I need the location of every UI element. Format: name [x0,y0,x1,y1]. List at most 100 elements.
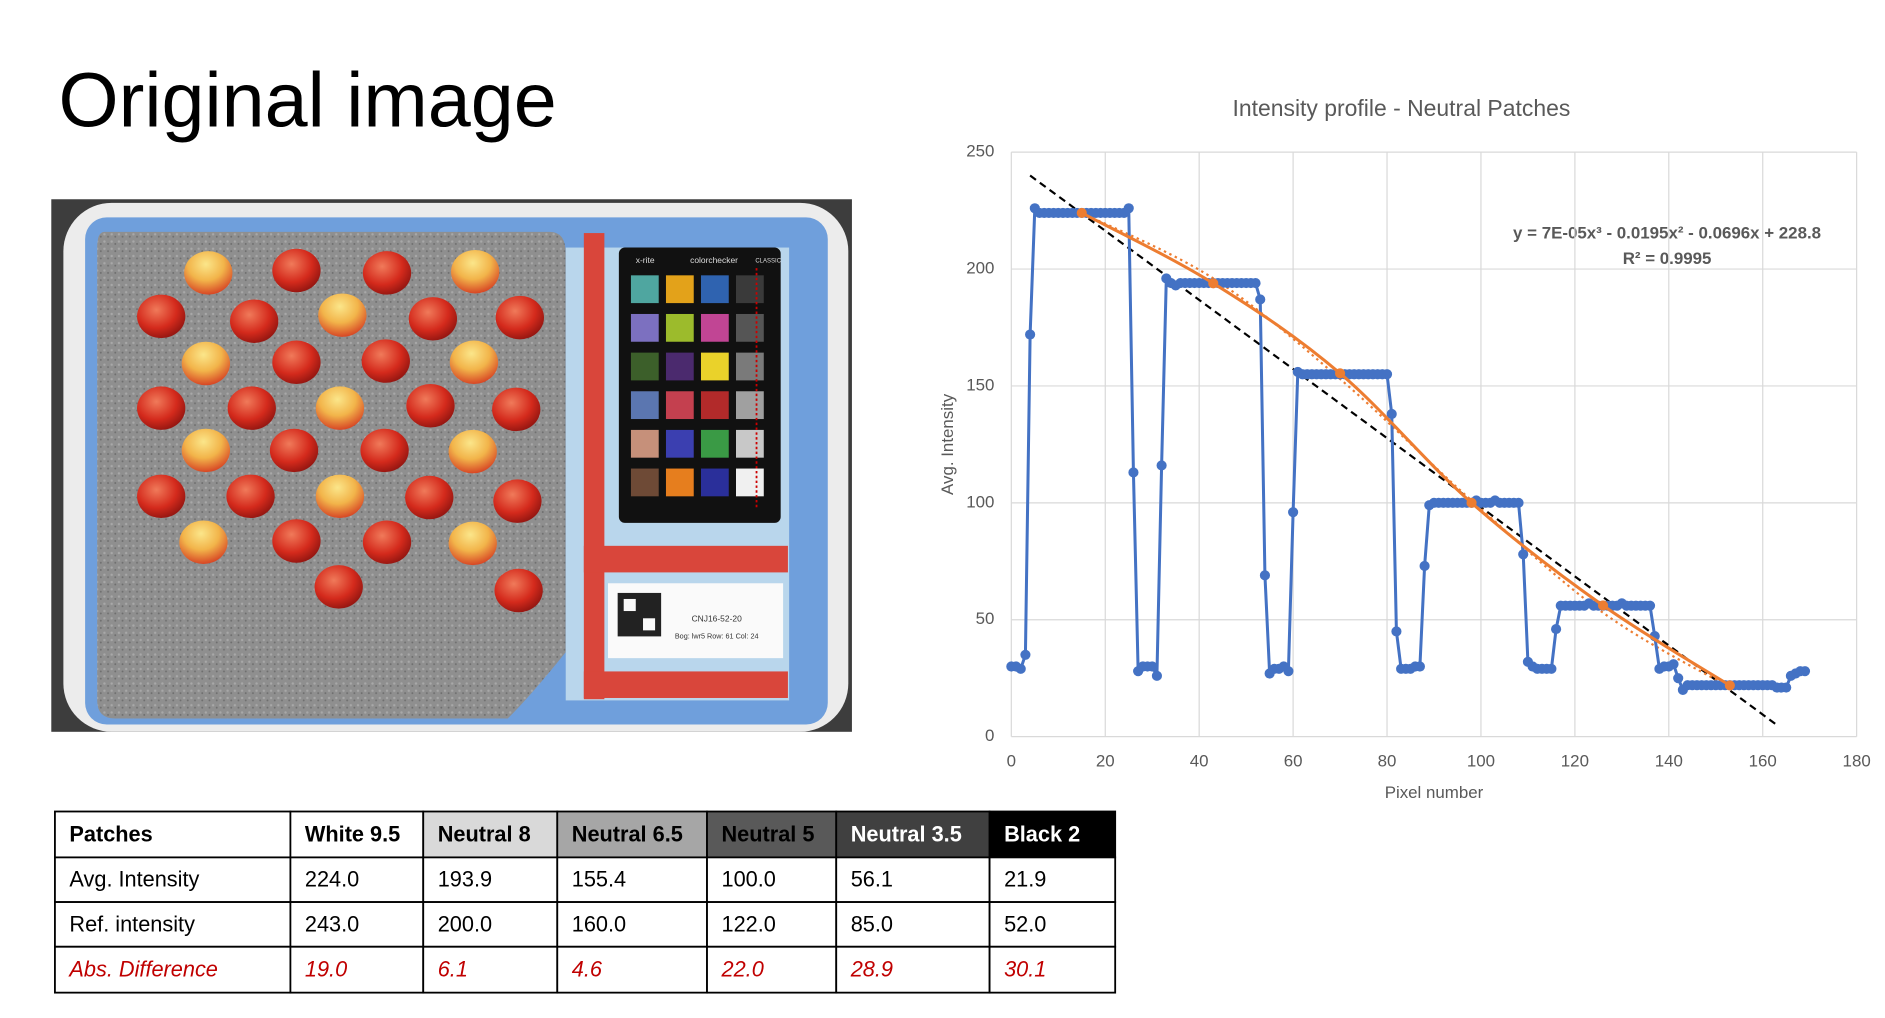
table-header: Patches [69,821,152,846]
data-point [1466,497,1477,508]
data-point [1668,659,1679,670]
x-tick-label: 40 [1190,751,1209,770]
table-cell [835,810,991,859]
table-text: 160.0 [572,911,626,936]
table-cell [422,901,559,948]
fruit [493,479,542,523]
table-cell [289,856,425,903]
data-point [1283,666,1294,677]
checker-patch [665,275,694,304]
data-point [1597,600,1609,611]
checker-patch [630,468,659,497]
checker-patch [665,352,694,381]
table-text: 200.0 [438,911,492,936]
table-text: 22.0 [721,957,764,982]
fruit [406,384,455,428]
x-tick-label: 80 [1378,751,1397,770]
table-text: 122.0 [722,911,776,936]
slide-title: Original image [59,58,557,144]
fruit [230,299,279,343]
table-text: 6.1 [438,957,468,982]
table-text: 30.1 [1004,957,1046,982]
y-tick-label: 0 [985,726,994,745]
table-text: 85.0 [851,911,893,936]
fruit [184,251,233,295]
data-point [1334,368,1346,379]
data-point [1255,294,1266,305]
data-point [1259,570,1270,581]
table-cell [54,901,292,948]
table-header: Neutral 8 [438,821,531,846]
fruit [137,386,186,430]
table-text: 28.9 [850,957,893,982]
table-cell [289,945,425,994]
y-tick-label: 100 [966,492,994,511]
x-tick-label: 20 [1096,751,1115,770]
series-line [1029,174,1778,726]
qr-code [643,618,656,631]
fruits [137,248,544,613]
label-id: CNJ16-52-20 [692,614,742,624]
checker-patch [736,313,764,342]
data-point [1644,600,1656,611]
data-point [1156,460,1167,471]
checker-patch [700,352,729,381]
x-tick-label: 160 [1749,751,1777,770]
checker-edition: CLASSIC [755,258,781,264]
fruit [492,387,541,432]
data-point [1546,663,1557,674]
checker-product: colorchecker [690,255,738,265]
data-point [1288,507,1299,518]
photo: x-rite colorchecker CLASSIC CNJ16-52-20 … [51,199,852,732]
fruit [494,568,543,613]
x-tick-label: 140 [1655,751,1683,770]
checker-patch [630,313,659,342]
x-axis-label: Pixel number [1385,783,1484,802]
series-line [1081,211,1731,687]
checker-patch [700,468,729,497]
data-point [1518,549,1529,560]
label-location: Bog: lwr5 Row: 61 Col: 24 [675,631,759,640]
table-header: Neutral 3.5 [851,821,962,846]
table-text: 19.0 [305,957,347,982]
fruit [361,339,410,383]
table-cell [988,856,1117,903]
fruit [362,520,412,564]
chart-title: Intensity profile - Neutral Patches [1232,95,1570,121]
checker-patch [665,313,694,342]
table-text: 224.0 [305,867,359,892]
x-tick-label: 120 [1561,751,1589,770]
table-text: Avg. Intensity [69,867,199,892]
fruit [314,565,363,609]
fruit [448,429,497,474]
red-tape [583,671,788,698]
checker-patch [630,352,659,381]
fruit [137,474,186,519]
checker-patch [700,391,729,420]
data-point [1020,649,1031,660]
series-line [1011,204,1805,693]
x-tick-label: 0 [1007,751,1016,770]
checker-patch [700,275,729,304]
trend-equation: y = 7E-05x³ - 0.0195x² - 0.0696x + 228.8 [1513,224,1821,243]
checker-patch [736,352,764,381]
checker-patch [665,429,694,458]
data-point [1724,680,1735,691]
fruit [451,249,500,294]
table-text: 56.1 [851,867,893,892]
data-point [1250,278,1261,289]
data-point [1781,682,1792,693]
x-tick-label: 60 [1284,751,1303,770]
table-cell [835,945,991,994]
fruit [181,428,231,473]
fruit [495,295,544,340]
y-tick-label: 150 [966,375,994,394]
table-cell [556,901,708,948]
table-cell [988,810,1117,859]
table-cell [556,810,708,859]
checker-patch [736,391,764,420]
fruit [179,520,228,564]
fruit [408,297,458,341]
table-cell [54,856,292,903]
